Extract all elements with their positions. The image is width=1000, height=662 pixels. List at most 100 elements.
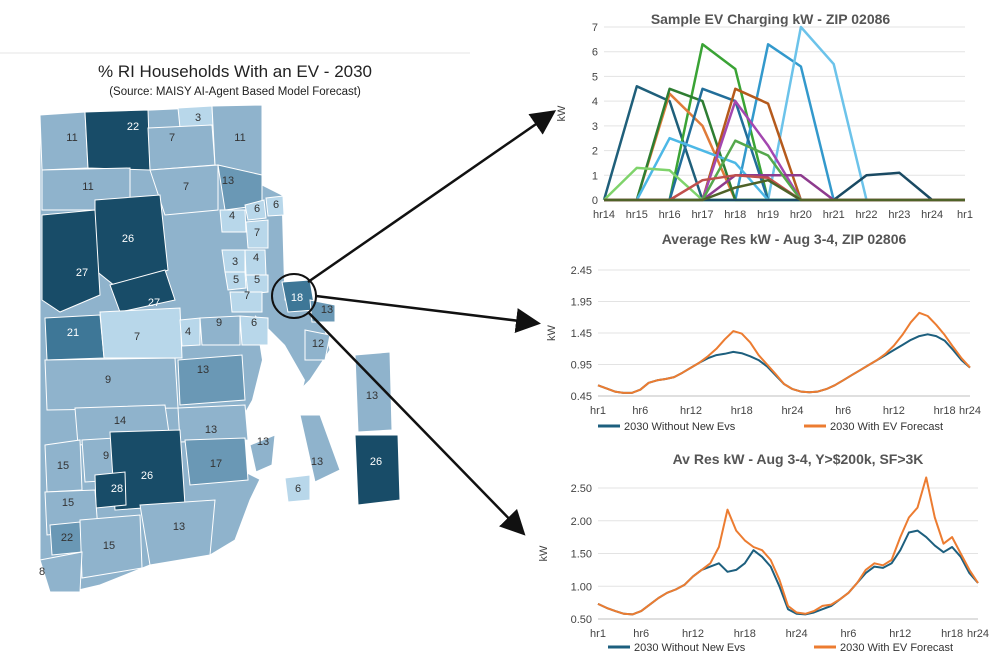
y-tick-label: 2.45 [571,265,592,277]
map-region-label: 13 [366,390,378,402]
x-tick-label: hr1 [590,405,606,417]
map-region [109,269,176,313]
map-region [39,551,83,593]
y-tick-label: 5 [592,71,598,83]
x-tick-label: hr12 [682,628,704,640]
y-tick-label: 3 [592,121,598,133]
callout-arrows [307,110,557,536]
map-region-label: 9 [103,450,109,462]
map-region [84,109,151,171]
map-region [177,354,246,406]
y-tick-label: 6 [592,47,598,59]
x-tick-label: hr19 [757,209,779,221]
map-region-label: 6 [251,317,257,329]
map-region-label: 5 [254,274,260,286]
legend-label: 2030 With EV Forecast [830,421,943,433]
map-region-label: 7 [183,181,189,193]
x-tick-label: hr6 [835,405,851,417]
map-region-label: 13 [311,456,323,468]
x-tick-label: hr18 [724,209,746,221]
map-region [39,111,89,171]
map-region-label: 9 [105,374,111,386]
map-region-label: 7 [134,331,140,343]
chart-average-res-kw: Average Res kW - Aug 3-4, ZIP 02806 0.45 0… [546,231,981,433]
y-tick-label: 0.50 [571,614,592,626]
x-tick-label: hr24 [967,628,989,640]
bay-water [235,315,305,480]
map-region [284,474,311,503]
map-region [229,291,263,313]
chart-av-res-kw-highincome: Av Res kW - Aug 3-4, Y>$200k, SF>3K 0.50 1… [538,451,989,654]
x-tick-label: hr12 [680,405,702,417]
map-region-label: 27 [76,267,88,279]
map-region-label: 26 [122,233,134,245]
map-region-label: 11 [234,132,245,144]
map-region [184,437,249,486]
y-tick-label: 2 [592,146,598,158]
x-tick-label: hr1 [957,209,973,221]
y-axis-label: kW [538,545,550,562]
y-tick-label: 1 [592,170,598,182]
series-line [604,178,965,202]
map-region-label: 21 [67,327,79,339]
arrow-to-chart-2 [315,294,541,333]
map-region-label: 22 [127,121,139,133]
map-region-label: 13 [173,521,185,533]
x-tick-label: hr20 [790,209,812,221]
series-line [597,311,971,394]
y-tick-label: 4 [592,96,598,108]
y-tick-label: 7 [592,22,598,34]
map-region [41,209,101,313]
map-region [219,209,247,233]
map-region-label: 5 [233,274,239,286]
x-tick-label: hr21 [823,209,845,221]
map-region [99,307,183,359]
map-region-label: 13 [205,424,217,436]
arrow-to-chart-1 [307,110,557,284]
x-tick-label: hr6 [632,405,648,417]
map-region-label: 11 [82,181,93,193]
chart-title: Average Res kW - Aug 3-4, ZIP 02806 [662,231,907,247]
map-region-label: 13 [222,175,234,187]
x-tick-label: hr1 [590,628,606,640]
map-region [299,414,341,483]
x-tick-label: hr22 [856,209,878,221]
chart-ev-charging: Sample EV Charging kW - ZIP 02086 0 1 2 3 4 5 6… [556,11,973,221]
y-tick-label: 2.00 [571,516,592,528]
y-tick-label: 1.45 [571,328,592,340]
y-tick-label: 1.00 [571,581,592,593]
x-tick-label: hr15 [626,209,648,221]
legend-label: 2030 Without New Evs [634,642,746,654]
legend-label: 2030 With EV Forecast [840,642,953,654]
map-region-label: 4 [253,252,259,264]
map-region-label: 6 [254,203,260,215]
map-region [139,499,216,566]
map-region-label: 13 [257,436,269,448]
map-region-label: 7 [169,132,175,144]
x-tick-label: hr18 [934,405,956,417]
map-region-label: 15 [62,497,74,509]
y-tick-label: 1.95 [571,297,592,309]
map-region-label: 15 [103,540,115,552]
map-region [245,274,269,295]
y-tick-label: 0.95 [571,360,592,372]
map-region-label: 14 [114,415,126,427]
x-tick-label: hr14 [593,209,615,221]
map-region [44,439,83,493]
y-tick-label: 1.50 [571,549,592,561]
chart-title: Sample EV Charging kW - ZIP 02086 [651,11,891,27]
map-region [249,434,276,473]
map-region [265,195,285,217]
chart-title: Av Res kW - Aug 3-4, Y>$200k, SF>3K [673,451,924,467]
x-tick-label: hr23 [888,209,910,221]
map-region [147,124,216,171]
map-region-label: 9 [216,317,222,329]
x-tick-label: hr18 [731,405,753,417]
map-region-label: 26 [141,470,153,482]
map-region-label: 27 [148,297,160,309]
map-regions [39,104,401,593]
map-region-label: 26 [370,456,382,468]
map-title: % RI Households With an EV - 2030 [97,62,373,81]
arrow-to-chart-3 [307,311,526,536]
